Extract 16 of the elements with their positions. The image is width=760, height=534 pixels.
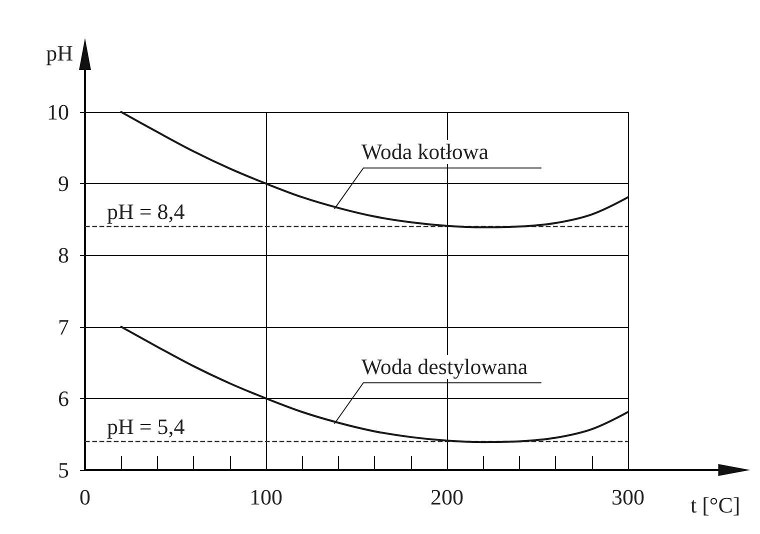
x-tick-label: 100 (250, 484, 282, 510)
y-tick-label: 7 (58, 314, 69, 340)
y-tick-label: 9 (58, 171, 69, 196)
x-tick-label: 0 (80, 484, 90, 510)
text: Woda kotłowa (359, 138, 491, 164)
y-tick-label: 10 (47, 100, 69, 124)
y-tick-label: 6 (58, 386, 69, 411)
x-tick-label: 300 (612, 484, 644, 510)
y-axis-title: pH (46, 40, 74, 66)
y-tick-label: 8 (58, 242, 69, 268)
ref-line-label: pH = 5,4 (107, 414, 185, 439)
ref-line-label: pH = 8,4 (107, 199, 185, 224)
x-tick-label: 200 (430, 484, 464, 510)
text: Woda destylowana (359, 354, 530, 379)
y-tick-label: 5 (58, 458, 69, 482)
x-axis-title: t [°C] (690, 492, 740, 518)
